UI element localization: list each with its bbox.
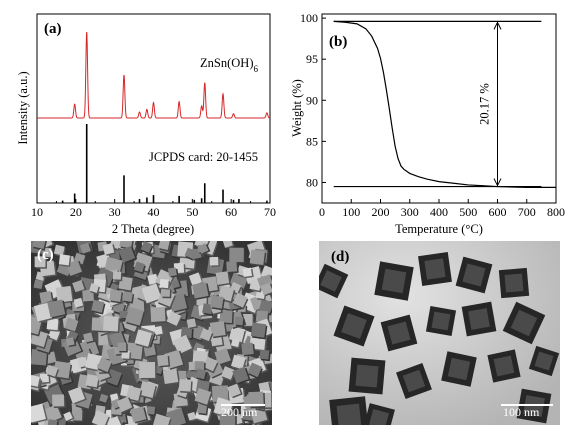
tga-x-tick-label: 800 <box>547 205 565 219</box>
tga-x-tick-label: 300 <box>401 205 419 219</box>
tga-reference-lines <box>333 20 542 188</box>
tga-y-tick-label: 80 <box>306 175 318 189</box>
tga-weight-loss-arrow <box>493 21 502 187</box>
xrd-sample-trace <box>37 31 271 119</box>
panel-label-a: (a) <box>44 21 62 37</box>
tga-x-tick-label: 100 <box>342 205 360 219</box>
tem-scale-bar <box>501 404 553 406</box>
tga-x-tick-label: 600 <box>489 205 507 219</box>
tem-scale-label: 100 nm <box>503 405 540 419</box>
tga-y-axis-label: Weight (%) <box>290 79 304 137</box>
sem-scale-bar <box>221 404 265 406</box>
sem-image <box>31 241 272 425</box>
xrd-sample-name-subscript: 6 <box>254 64 259 74</box>
xrd-reference-sticks <box>61 124 268 203</box>
tga-x-tick-label: 0 <box>319 205 325 219</box>
xrd-x-tick-label: 60 <box>225 205 237 219</box>
xrd-y-axis-label: Intensity (a.u.) <box>16 71 30 144</box>
xrd-x-tick-label: 70 <box>264 205 276 219</box>
tga-x-tick-label: 400 <box>430 205 448 219</box>
tga-y-tick-label: 100 <box>300 11 318 25</box>
xrd-x-tick-label: 30 <box>109 205 121 219</box>
tga-weight-curve <box>333 20 556 188</box>
tga-x-tick-label: 200 <box>372 205 390 219</box>
tga-panel: (b) 0 100 200 300 400 500 600 700 800 80 85 90 95 10… <box>290 11 565 236</box>
tga-y-tick-label: 90 <box>306 93 318 107</box>
sem-micrograph: (c) 200 nm <box>31 241 272 425</box>
tga-x-axis-label: Temperature (°C) <box>395 222 483 236</box>
tga-plot-frame <box>321 13 557 204</box>
xrd-sample-legend: ZnSn(OH)6 <box>200 56 258 74</box>
tga-y-tick-label: 85 <box>306 134 318 148</box>
tga-y-tick-label: 95 <box>306 52 318 66</box>
tem-image <box>319 241 560 425</box>
xrd-panel: (a) 10 20 30 40 50 60 70 ZnSn(OH)6 JCPDS card:… <box>16 13 276 236</box>
tga-x-axis: 0 100 200 300 400 500 600 700 800 <box>319 199 565 219</box>
xrd-x-axis-label: 2 Theta (degree) <box>112 222 194 236</box>
xrd-sample-name: ZnSn(OH) <box>200 56 253 70</box>
xrd-x-tick-label: 20 <box>70 205 82 219</box>
tga-arrow-head-bottom <box>493 178 502 187</box>
tem-micrograph: (d) 100 nm <box>319 241 560 425</box>
xrd-x-axis: 10 20 30 40 50 60 70 <box>31 199 276 219</box>
panel-label-c: (c) <box>37 247 54 263</box>
xrd-plot-frame <box>36 13 271 204</box>
tga-y-axis: 80 85 90 95 100 <box>300 11 326 189</box>
tga-x-tick-label: 500 <box>459 205 477 219</box>
xrd-x-tick-label: 10 <box>31 205 43 219</box>
tga-weight-loss-annotation: 20.17 % <box>478 83 492 125</box>
sem-scale-label: 200 nm <box>221 405 258 419</box>
tga-x-tick-label: 700 <box>518 205 536 219</box>
panel-label-b: (b) <box>329 34 347 50</box>
xrd-reference-legend: JCPDS card: 20-1455 <box>149 150 258 164</box>
xrd-x-tick-label: 40 <box>148 205 160 219</box>
xrd-x-tick-label: 50 <box>186 205 198 219</box>
panel-label-d: (d) <box>331 249 350 265</box>
tga-arrow-head-top <box>493 21 502 30</box>
